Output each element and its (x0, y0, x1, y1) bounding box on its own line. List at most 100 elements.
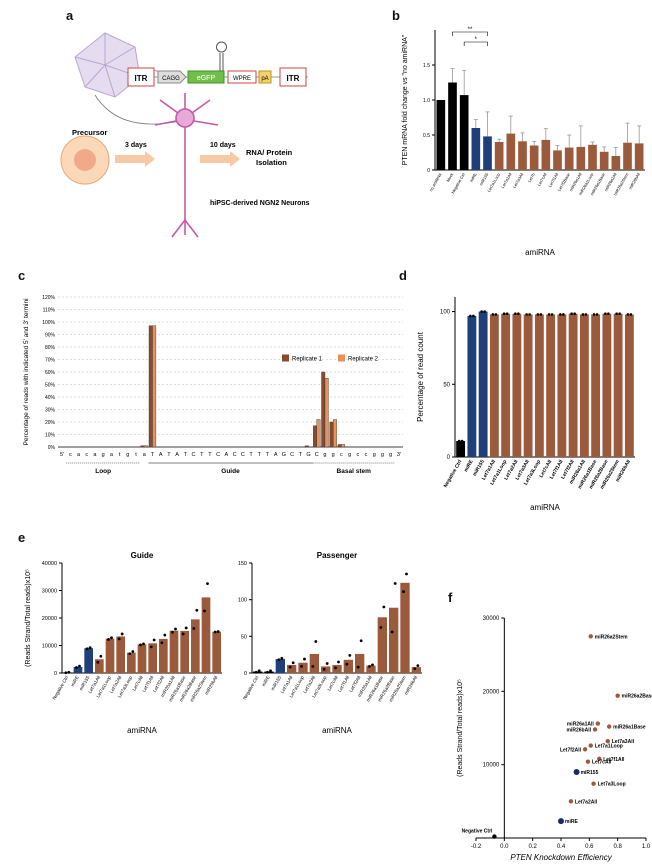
data-point (405, 572, 408, 576)
y-tick-label: 100 (440, 310, 451, 316)
y-axis-label: Percentage of read count (416, 331, 425, 422)
panel-label-e: e (18, 530, 26, 545)
bar (343, 659, 353, 673)
bar (494, 142, 504, 170)
data-point (402, 590, 405, 593)
data-point (581, 313, 585, 316)
chart-c: 0% 10% 20% 30% 40% 50% 60% 70% 80% 90% 100% 110% 120… (23, 295, 403, 475)
x-tick-label: Mock (445, 172, 454, 183)
data-point (216, 630, 220, 633)
wpre-label: WPRE (233, 76, 251, 82)
sig-bracket-2 (463, 41, 488, 46)
bar (557, 314, 567, 457)
y-tick-label: 0 (427, 168, 430, 174)
data-point (573, 312, 576, 316)
data-point (314, 640, 318, 643)
bar (116, 636, 125, 673)
bar (613, 313, 623, 457)
x-axis-label: PTEN Knockdown Efficiency (510, 853, 612, 862)
data-point (300, 665, 303, 668)
sequence-letter: 3' (397, 452, 401, 458)
scatter-point (615, 693, 620, 698)
data-point (626, 313, 630, 316)
bar (127, 652, 136, 673)
chart-f: -0.2 0.0 0.2 0.4 0.6 0.8 1.0 10000 20000 30000 miR… (457, 616, 652, 862)
data-point (517, 312, 520, 316)
data-point (615, 312, 618, 316)
scatter-point (588, 634, 593, 639)
bar (624, 314, 634, 457)
x-tick-label: miR155 (478, 171, 490, 186)
sequence-letter: c (340, 452, 343, 458)
data-point (107, 638, 110, 641)
data-point (502, 312, 506, 316)
bar (332, 419, 337, 448)
sequence-letter: C (233, 452, 237, 458)
rna-isolation-label-2: Isolation (256, 158, 287, 167)
bar (321, 371, 326, 448)
x-tick-label: 0.6 (585, 844, 594, 850)
bar (483, 136, 492, 170)
data-point (96, 660, 100, 664)
data-point (257, 669, 261, 673)
y-tick-label: 1.0 (423, 98, 430, 104)
bar (471, 128, 481, 170)
x-axis-label: amiRNA (525, 248, 555, 257)
bar (148, 643, 157, 673)
data-point (254, 670, 258, 674)
y-tick-label: 50 (241, 634, 247, 640)
data-point (595, 313, 599, 316)
point-label: miR26a2Base (622, 694, 652, 700)
data-point (303, 657, 306, 661)
data-point (131, 650, 135, 653)
panel-a-schematic: ITR CAGG eGFP WPRE pA ITR Precursor 3 da… (60, 32, 310, 238)
data-point (460, 439, 464, 443)
bar (411, 667, 421, 673)
point-label: miR26a1Base (613, 725, 646, 731)
data-point (149, 645, 153, 649)
sequence-letter: g (348, 452, 351, 458)
data-point (184, 626, 188, 630)
data-point (288, 665, 292, 669)
scatter-point (492, 834, 497, 839)
sequence-letter: G (306, 452, 310, 458)
panel-label-c: c (18, 268, 26, 283)
data-point (514, 312, 517, 316)
precursor-label: Precursor (72, 128, 108, 137)
data-point (505, 312, 509, 316)
bar (169, 630, 179, 673)
x-tick-label: 0.8 (613, 844, 622, 850)
y-tick-label: 20000 (483, 689, 500, 695)
bar (287, 664, 297, 673)
sequence-letter: A (274, 452, 278, 458)
legend-label: Replicate 2 (348, 357, 379, 363)
bar (264, 671, 274, 673)
y-tick-label: 50 (443, 382, 450, 388)
bar (366, 665, 376, 673)
point-label: miR155 (581, 770, 599, 776)
data-point (382, 605, 386, 609)
x-tick-label: Negative Ctrl (52, 675, 70, 701)
neurons-label: hiPSC-derived NGN2 Neurons (210, 200, 310, 207)
x-tick-label: Negative Ctrl (242, 675, 260, 701)
bar (389, 607, 399, 673)
x-axis-label: amiRNA (322, 726, 352, 735)
bar (73, 666, 83, 673)
sequence-letter: G (282, 452, 286, 458)
y-tick-label: 0 (447, 455, 451, 461)
y-tick-label: 30% (45, 408, 56, 414)
sequence-letter: g (126, 452, 129, 458)
bar (212, 631, 221, 673)
bar (377, 617, 387, 673)
legend-swatch (282, 354, 289, 362)
sequence-letter: C (315, 452, 319, 458)
data-point (174, 627, 177, 631)
point-label: Let7a3Loop (598, 782, 626, 788)
bar (568, 313, 578, 457)
x-axis-label: amiRNA (530, 503, 560, 512)
bar (448, 82, 457, 170)
y-axis-label: Percentage of reads with indicated 5' an… (23, 298, 30, 445)
bar (534, 314, 544, 457)
